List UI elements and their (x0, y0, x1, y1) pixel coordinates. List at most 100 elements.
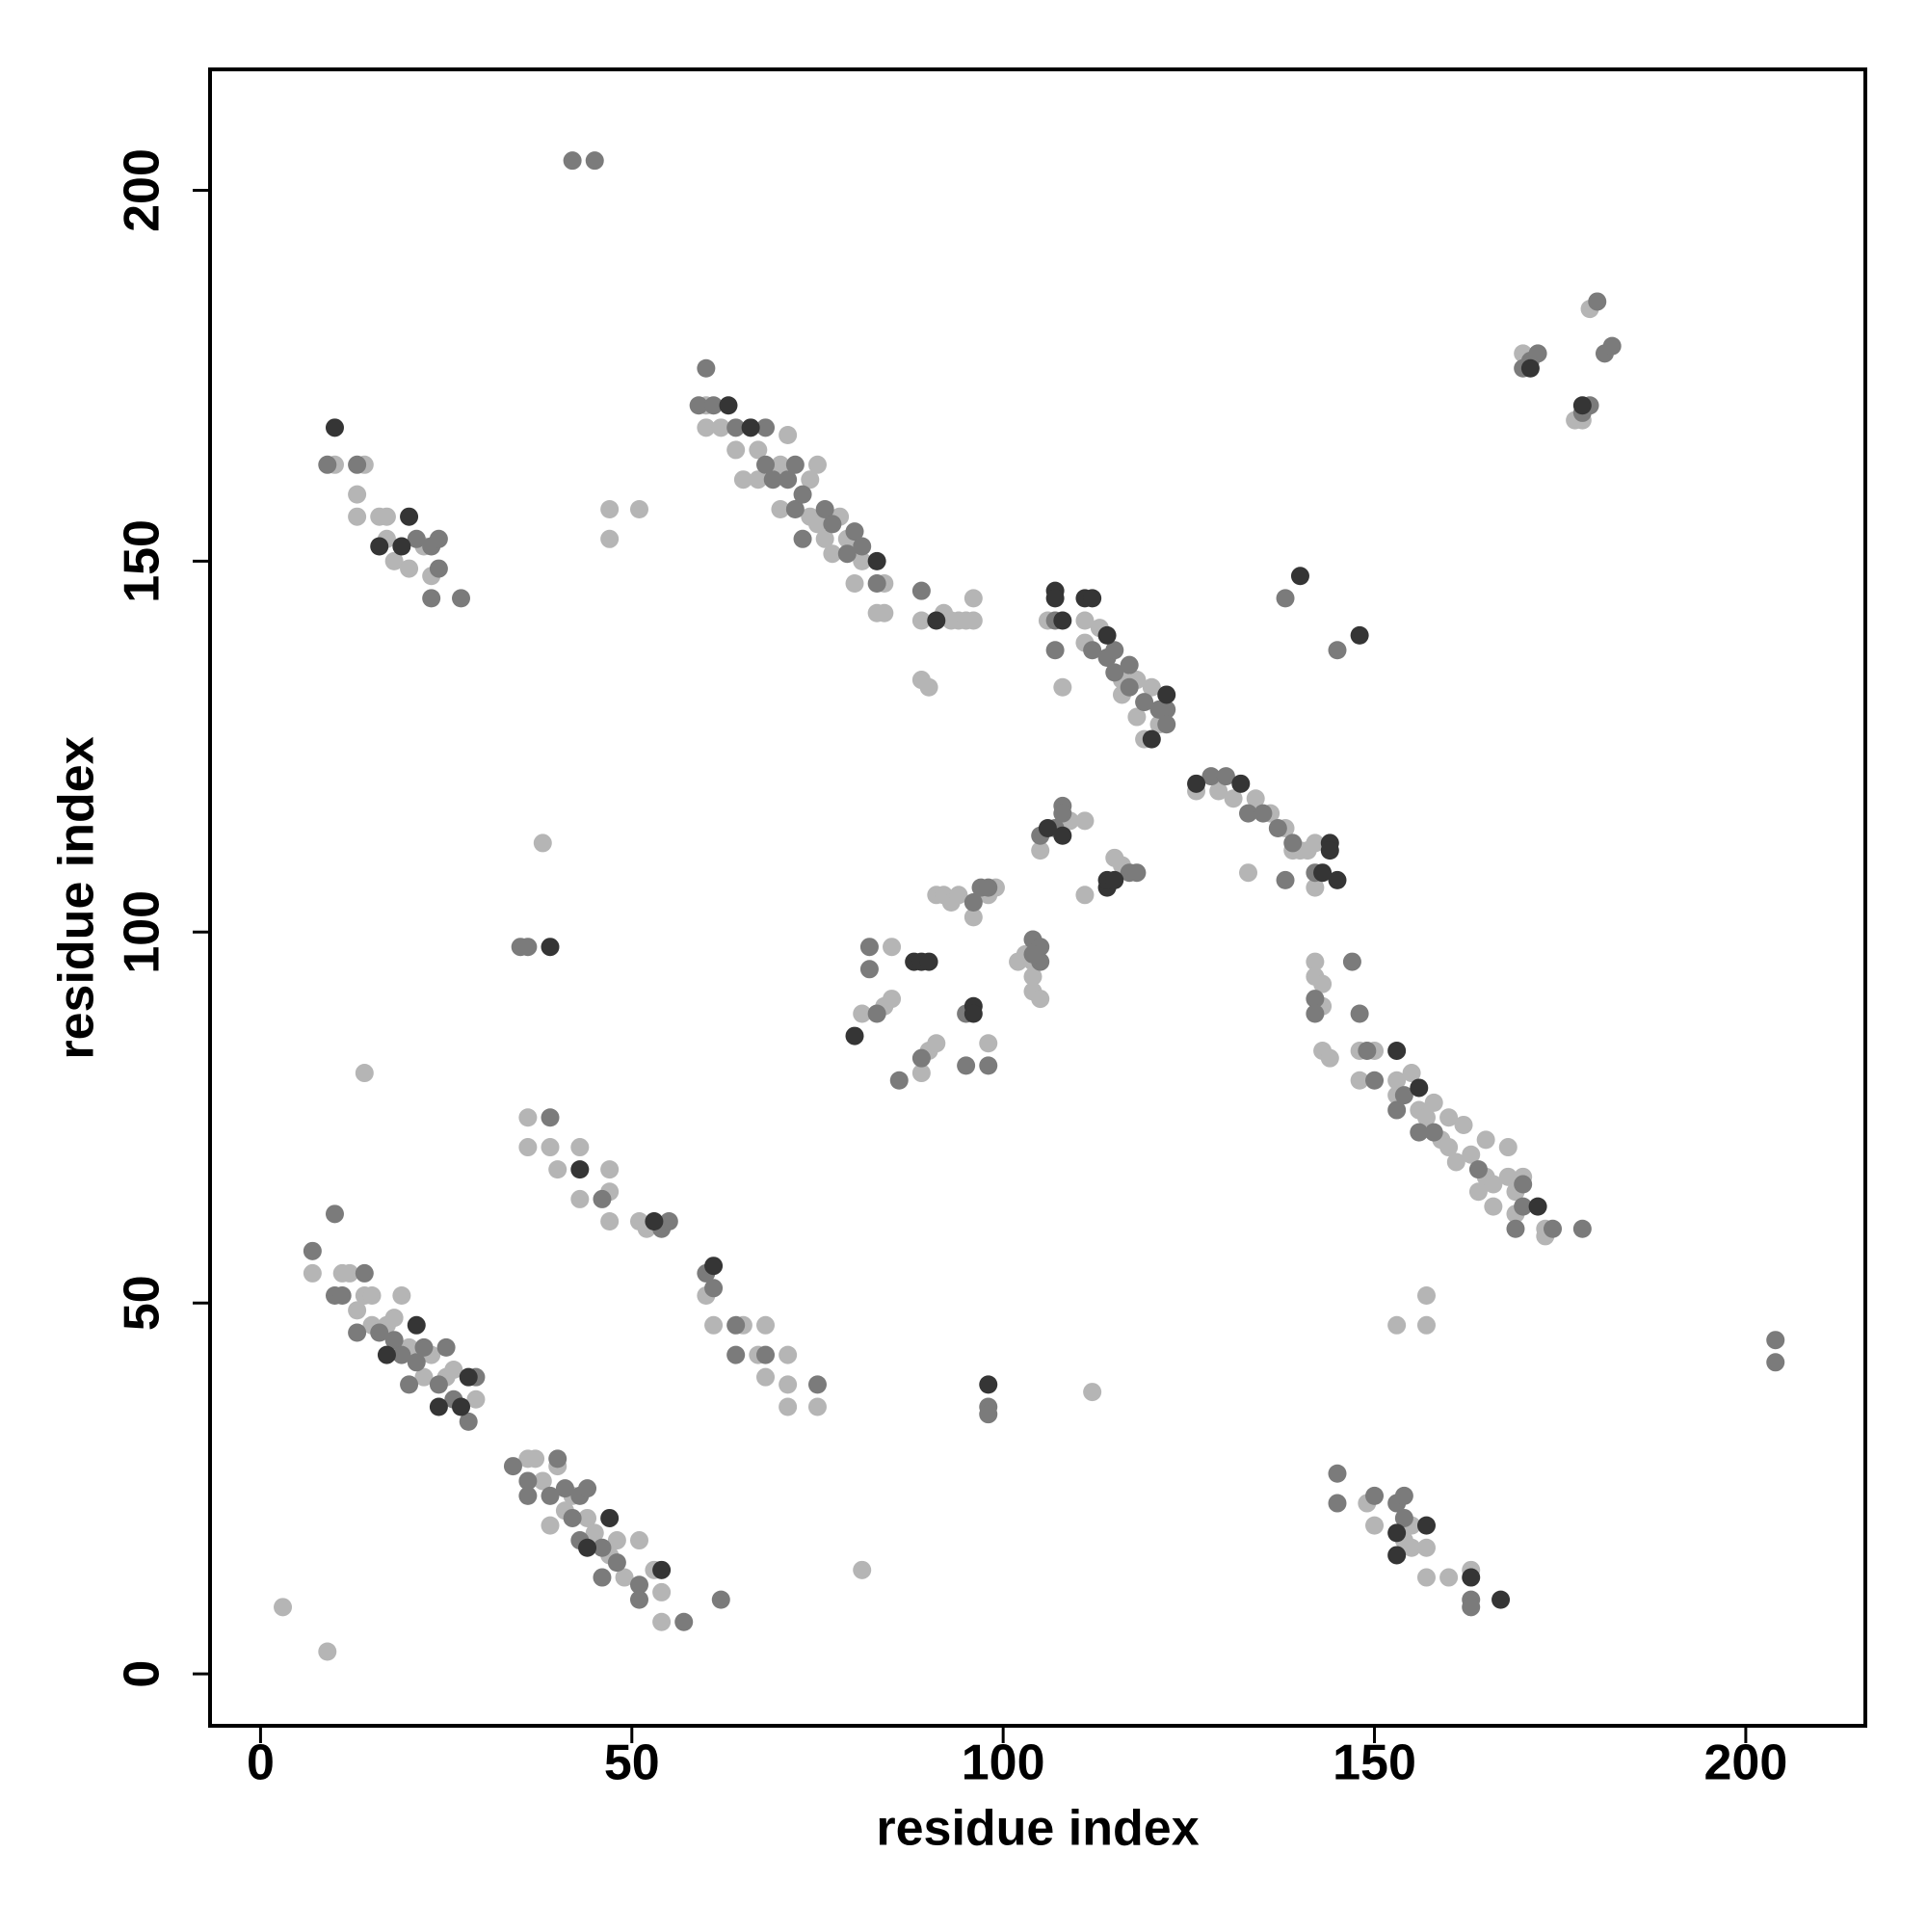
x-tick-label: 150 (1333, 1735, 1416, 1791)
point (414, 1367, 434, 1387)
point (1023, 966, 1043, 986)
y-axis-title: residue index (49, 736, 105, 1059)
point (807, 515, 827, 534)
point (518, 1108, 538, 1127)
point (652, 1612, 672, 1631)
point (1306, 1004, 1325, 1023)
point (518, 1486, 538, 1505)
point (949, 886, 968, 905)
x-tick-label: 200 (1704, 1735, 1788, 1791)
point (1105, 641, 1124, 660)
point (593, 1538, 612, 1557)
point (837, 544, 857, 564)
point (1268, 819, 1287, 838)
point (1350, 1004, 1369, 1023)
point (1416, 1568, 1436, 1587)
point (1313, 863, 1333, 883)
point (1387, 1523, 1407, 1543)
y-tick-label: 0 (115, 1660, 171, 1688)
point (756, 1345, 776, 1364)
point (377, 1345, 396, 1364)
point (1410, 1123, 1429, 1142)
point (875, 603, 894, 622)
point (1462, 1568, 1481, 1587)
point (1053, 826, 1072, 845)
point (600, 529, 620, 548)
point (1313, 974, 1333, 993)
point (1365, 1071, 1385, 1090)
point (1083, 1383, 1102, 1402)
point (911, 611, 931, 630)
point (719, 396, 738, 415)
point (1498, 1138, 1518, 1157)
point (711, 1590, 730, 1609)
point (1276, 870, 1295, 889)
point (1023, 944, 1043, 964)
y-tick-label: 200 (115, 148, 171, 232)
point (779, 1397, 798, 1416)
point (600, 1508, 620, 1527)
point (756, 1315, 776, 1335)
point (1468, 1182, 1488, 1202)
point (853, 537, 872, 556)
point (1491, 1590, 1511, 1609)
point (1410, 1078, 1429, 1098)
point (407, 1315, 426, 1335)
point (1416, 1538, 1436, 1557)
point (578, 1508, 597, 1527)
x-axis-title: residue index (876, 1801, 1199, 1857)
point (600, 500, 620, 519)
point (726, 1315, 746, 1335)
point (726, 1345, 746, 1364)
point (964, 611, 983, 630)
point (1424, 1093, 1443, 1112)
point (697, 358, 716, 378)
point (400, 507, 419, 526)
point (362, 1286, 382, 1306)
point (1306, 834, 1325, 853)
point (607, 1531, 626, 1550)
point (1231, 774, 1251, 793)
point (444, 1360, 463, 1379)
point (1462, 1145, 1481, 1164)
point (1254, 804, 1273, 823)
point (1157, 715, 1176, 734)
point (392, 537, 411, 556)
point (1454, 1115, 1473, 1134)
point (629, 1531, 648, 1550)
point (629, 500, 648, 519)
point (1038, 819, 1057, 838)
plot-frame (208, 67, 1867, 1728)
point (570, 1189, 590, 1208)
point (883, 938, 902, 957)
point (1544, 1219, 1563, 1238)
point (400, 1375, 419, 1394)
point (1053, 677, 1072, 697)
point (1142, 729, 1161, 749)
point (726, 418, 746, 437)
point (823, 544, 842, 564)
point (629, 1575, 648, 1595)
point (845, 522, 864, 542)
point (652, 1560, 672, 1579)
point (1766, 1331, 1785, 1350)
point (340, 1263, 359, 1283)
point (1045, 641, 1065, 660)
point (600, 1212, 620, 1231)
point (384, 1331, 404, 1350)
point (370, 1323, 389, 1342)
point (1402, 1538, 1421, 1557)
point (704, 396, 724, 415)
point (1216, 767, 1235, 786)
point (1239, 804, 1258, 823)
point (429, 1397, 448, 1416)
point (1387, 1041, 1407, 1060)
point (303, 1263, 322, 1283)
point (779, 1345, 798, 1364)
point (541, 938, 560, 957)
point (1506, 1219, 1525, 1238)
point (318, 455, 337, 474)
point (927, 1034, 946, 1053)
point (348, 1323, 367, 1342)
point (392, 1345, 411, 1364)
